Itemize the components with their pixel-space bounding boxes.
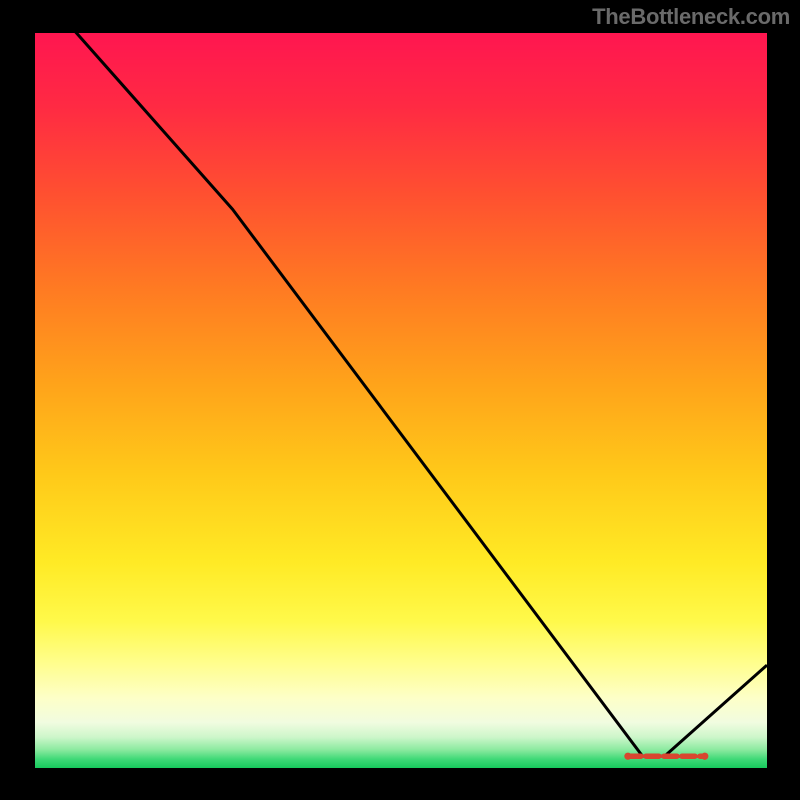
plot-area [35,33,767,768]
curve-layer [35,33,767,768]
bottleneck-curve [57,33,767,756]
chart-container: TheBottleneck.com [0,0,800,800]
flat-segment-cap-right [701,753,708,760]
attribution-text: TheBottleneck.com [592,4,790,30]
flat-segment-cap-left [624,753,631,760]
